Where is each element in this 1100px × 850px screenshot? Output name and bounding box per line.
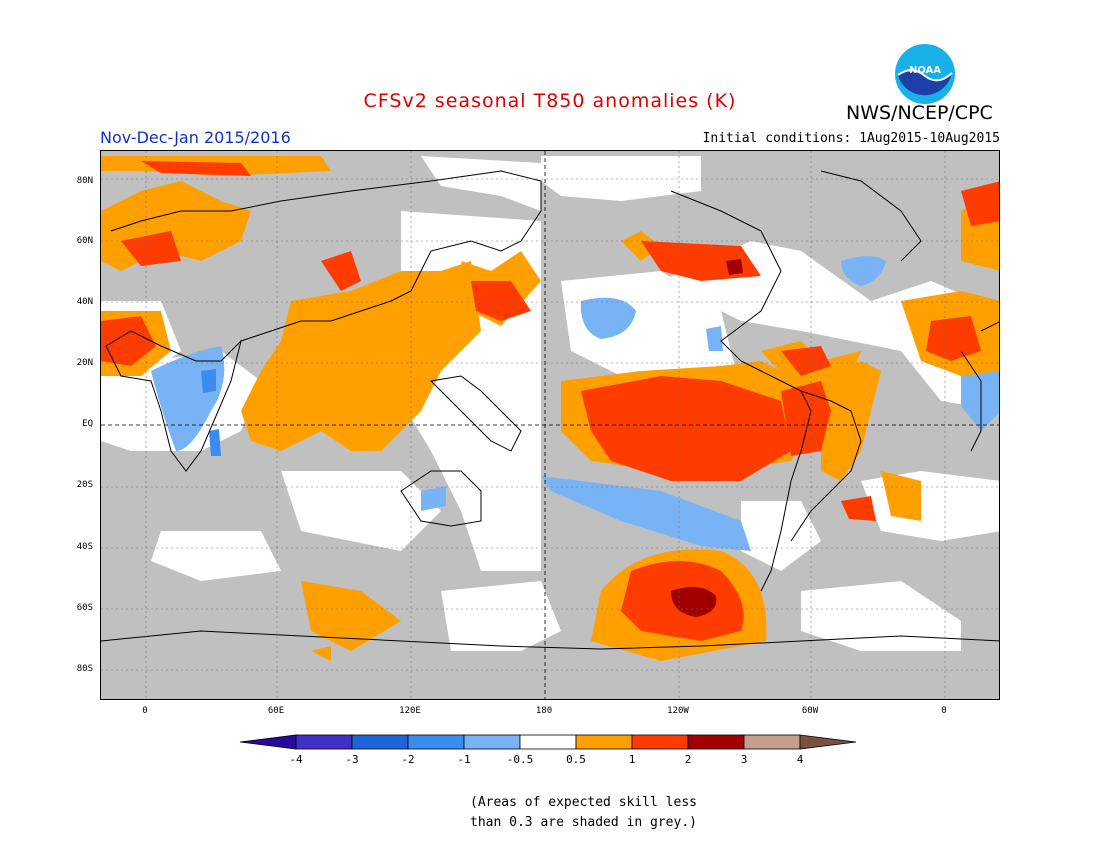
- colorbar-tick-label: -2: [401, 753, 415, 766]
- colorbar-tick-label: -0.5: [506, 753, 534, 766]
- map-title: CFSv2 seasonal T850 anomalies (K): [363, 90, 737, 112]
- colorbar-segment: [463, 734, 521, 750]
- colorbar-segment: [575, 734, 633, 750]
- noaa-logo: NOAA: [895, 44, 955, 104]
- lat-label: 80N: [76, 176, 93, 186]
- warm-anomaly-2-3: [671, 259, 743, 617]
- logo-text: NOAA: [909, 65, 941, 76]
- colorbar-segment: [407, 734, 465, 750]
- equator-dateline: [101, 151, 999, 699]
- colorbar-end-high: [799, 734, 857, 750]
- graticule: [101, 151, 999, 699]
- colorbar-tick-label: 1: [628, 753, 636, 766]
- colorbar-segment: [631, 734, 689, 750]
- forecast-period: Nov-Dec-Jan 2015/2016: [100, 128, 291, 147]
- lat-label: 40S: [76, 542, 93, 552]
- colorbar-tick-label: -4: [289, 753, 303, 766]
- skill-note-line: (Areas of expected skill less: [470, 795, 697, 810]
- colorbar-segment: [687, 734, 745, 750]
- lon-label: 0: [941, 706, 947, 716]
- colorbar-segment: [351, 734, 409, 750]
- lon-label: 60E: [267, 706, 285, 716]
- colorbar-tick-label: -3: [345, 753, 359, 766]
- lat-label: 60S: [76, 603, 93, 613]
- lon-label: 60W: [801, 706, 819, 716]
- lon-label: 180: [535, 706, 553, 716]
- lat-label: 20S: [76, 480, 93, 490]
- colorbar-tick-label: 4: [796, 753, 804, 766]
- lat-label: 20N: [76, 358, 93, 368]
- colorbar-end-low: [240, 734, 297, 750]
- colorbar-tick-label: 3: [740, 753, 748, 766]
- lat-label: EQ: [82, 419, 93, 429]
- colorbar-segment: [295, 734, 353, 750]
- lon-label: 120W: [667, 706, 689, 716]
- lon-label: 0: [142, 706, 148, 716]
- skill-note-line: than 0.3 are shaded in grey.): [470, 815, 697, 830]
- anomaly-map: [100, 150, 1000, 700]
- lat-label: 80S: [76, 664, 93, 674]
- colorbar-segment: [743, 734, 801, 750]
- colorbar: [240, 734, 857, 750]
- colorbar-segment: [519, 734, 577, 750]
- lat-label: 40N: [76, 297, 93, 307]
- skill-note: (Areas of expected skill less than 0.3 a…: [470, 793, 697, 833]
- initial-conditions: Initial conditions: 1Aug2015-10Aug2015: [702, 131, 1000, 146]
- lon-label: 120E: [399, 706, 421, 716]
- colorbar-tick-label: -1: [457, 753, 471, 766]
- colorbar-tick-label: 2: [684, 753, 692, 766]
- lat-label: 60N: [76, 236, 93, 246]
- colorbar-tick-label: 0.5: [566, 753, 586, 766]
- moderate-negative-anomaly: [201, 369, 221, 456]
- agency-label: NWS/NCEP/CPC: [846, 102, 993, 124]
